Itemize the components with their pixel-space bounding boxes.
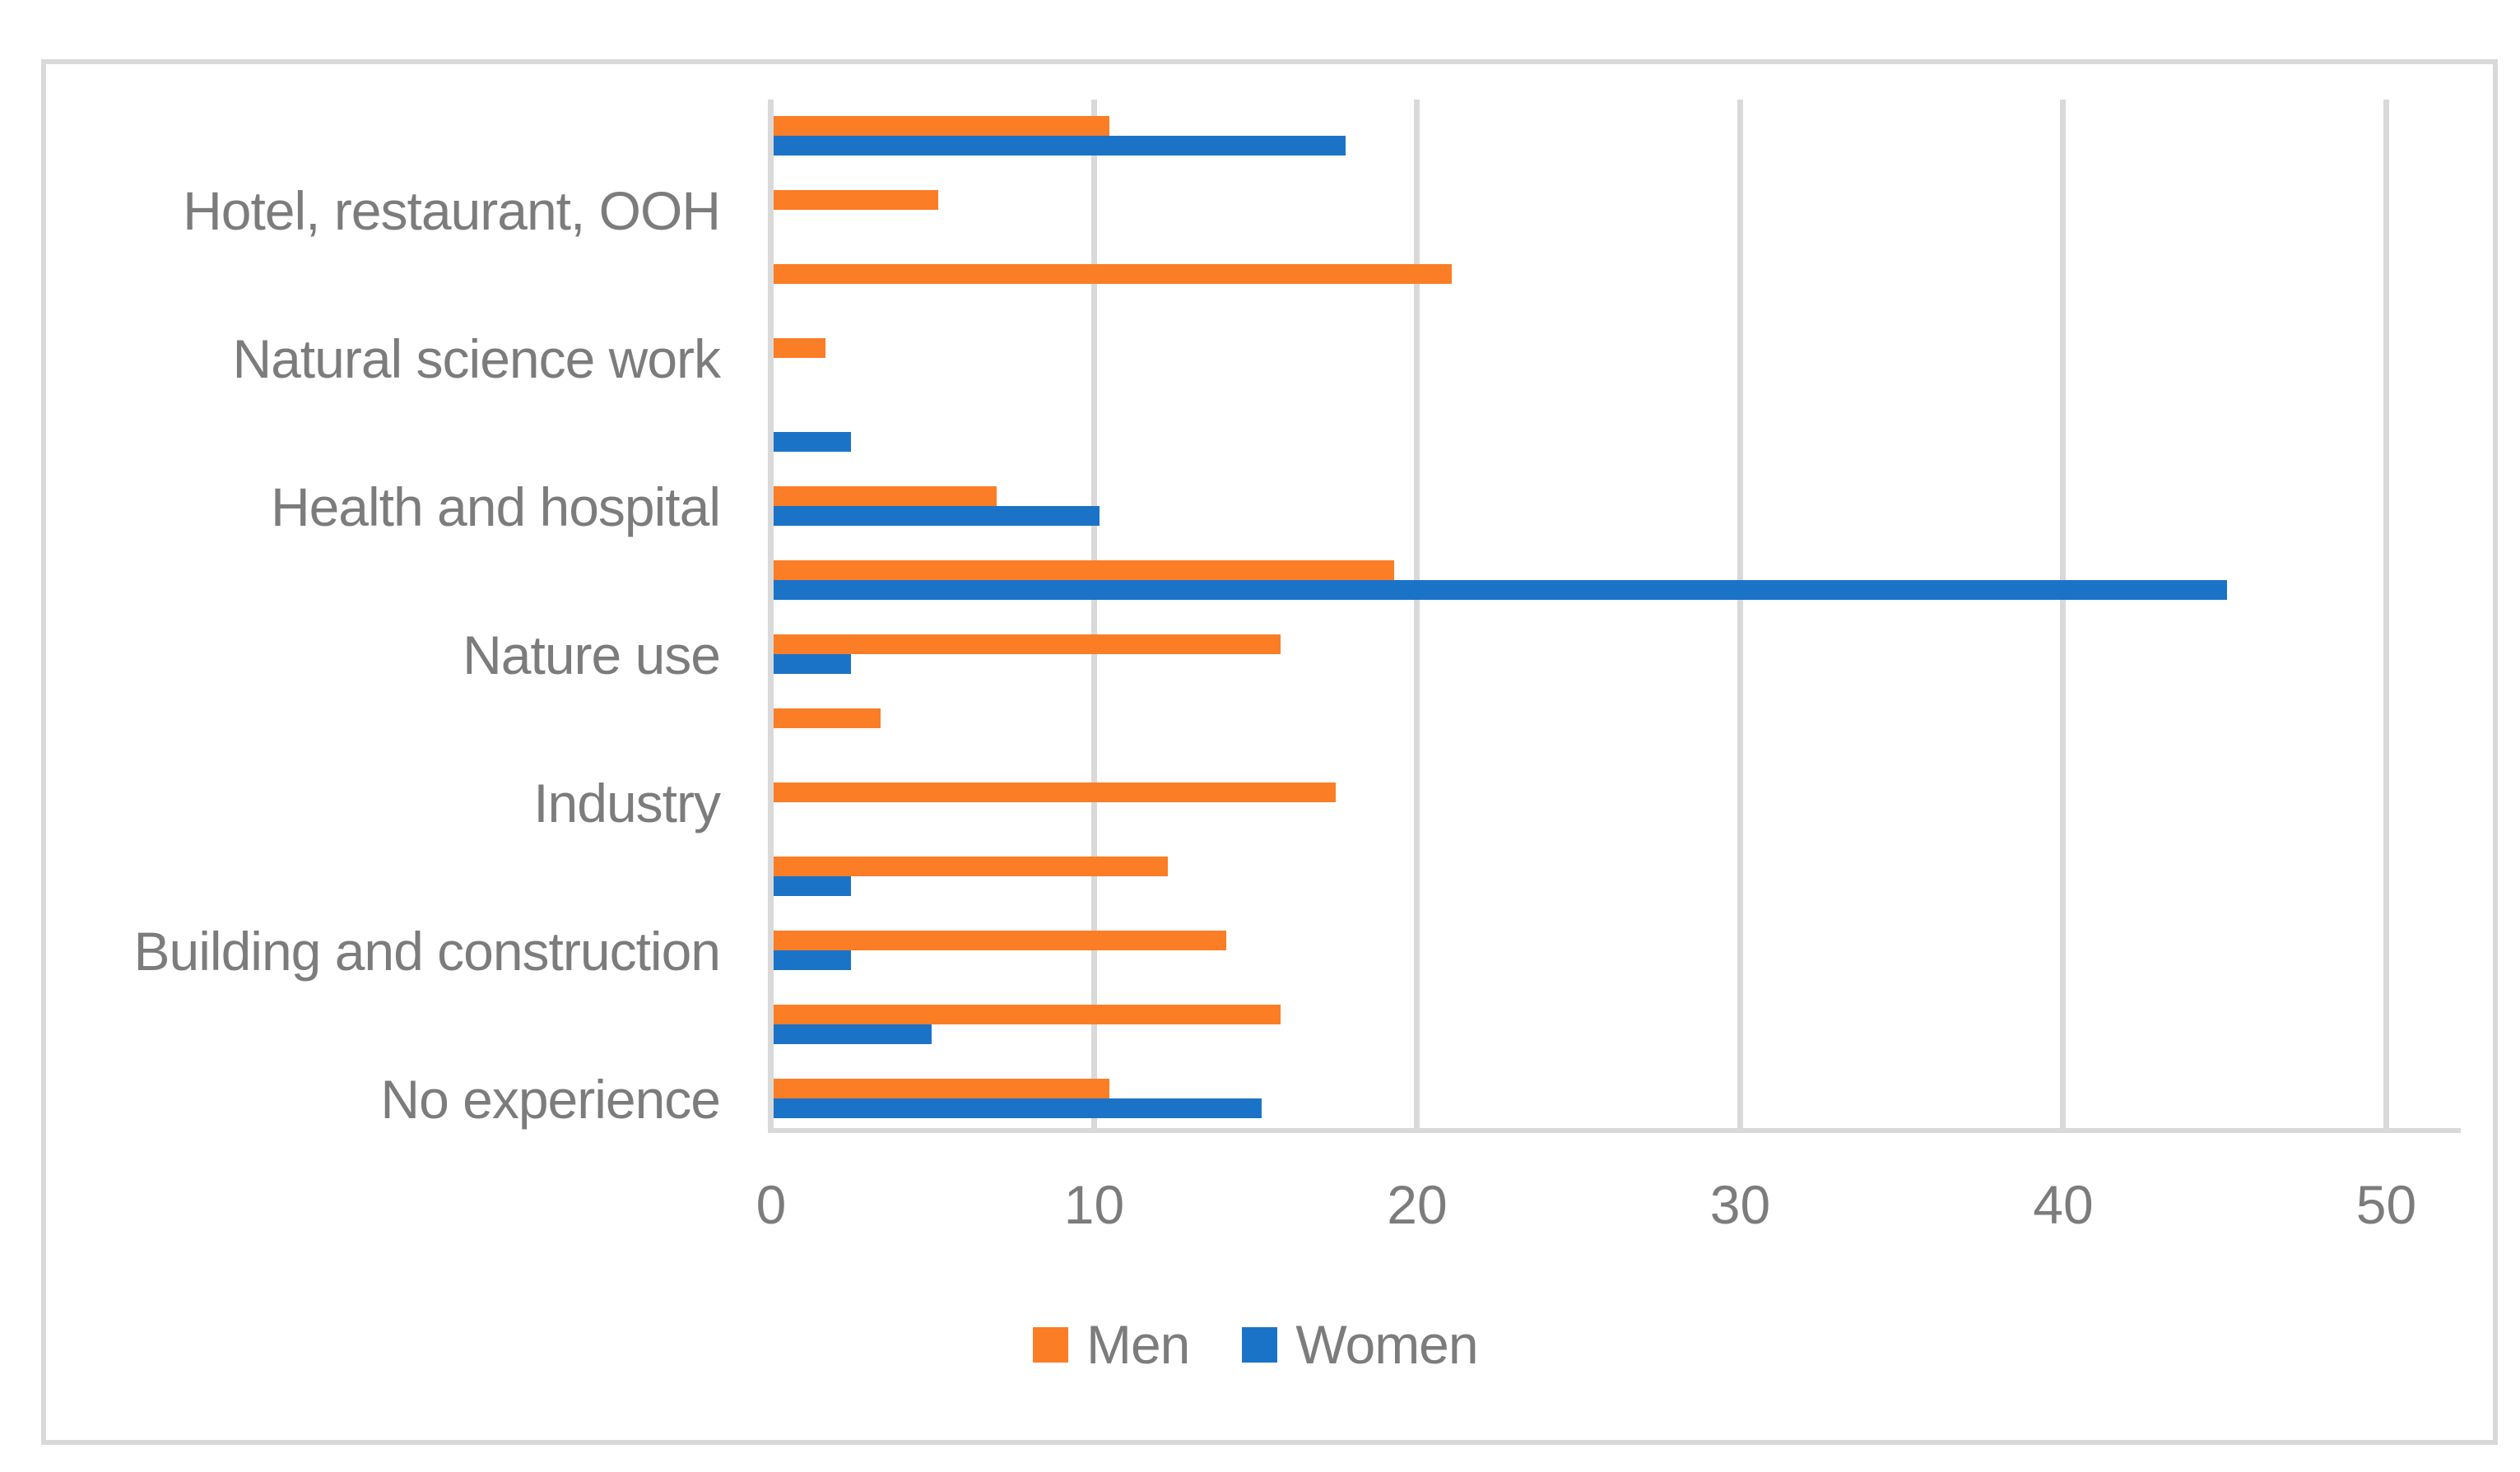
- bar-women-row-14: [774, 1098, 1262, 1118]
- bar-women-row-5: [774, 432, 852, 452]
- chart-figure-border: [41, 59, 2498, 1445]
- bar-men-row-4: [774, 338, 825, 358]
- category-label-natural-science-work: Natural science work: [232, 328, 721, 389]
- legend-swatch-women: [1242, 1326, 1278, 1363]
- bar-women-row-11: [774, 876, 852, 896]
- category-label-hotel-restaurant-ooh: Hotel, restaurant, OOH: [183, 180, 721, 241]
- gridline-x-40: [2060, 100, 2066, 1132]
- bar-women-row-7: [774, 580, 2228, 600]
- value-axis-line: [768, 1128, 2461, 1133]
- bar-men-row-14: [774, 1079, 1110, 1098]
- value-tick-label-30: 30: [1709, 1174, 1771, 1235]
- bar-women-row-1: [774, 136, 1346, 156]
- legend: Men Women: [1033, 1313, 1479, 1376]
- legend-item-men: Men: [1033, 1313, 1190, 1376]
- value-tick-label-0: 0: [756, 1174, 787, 1235]
- legend-swatch-men: [1033, 1326, 1068, 1363]
- bar-men-row-8: [774, 634, 1281, 654]
- category-axis-line: [768, 100, 774, 1132]
- gridline-x-20: [1414, 100, 1420, 1132]
- bar-men-row-1: [774, 116, 1110, 136]
- value-tick-label-10: 10: [1063, 1174, 1125, 1235]
- category-label-industry: Industry: [533, 773, 721, 834]
- bar-men-row-7: [774, 560, 1394, 580]
- gridline-x-10: [1090, 100, 1097, 1132]
- legend-item-women: Women: [1242, 1313, 1479, 1376]
- bar-men-row-10: [774, 782, 1336, 802]
- gridline-x-50: [2383, 100, 2389, 1132]
- bar-men-row-11: [774, 857, 1168, 876]
- bar-women-row-13: [774, 1024, 932, 1044]
- bar-men-row-13: [774, 1005, 1281, 1024]
- bar-women-row-12: [774, 950, 852, 970]
- bar-men-row-12: [774, 931, 1226, 950]
- bar-men-row-6: [774, 486, 997, 506]
- bar-women-row-8: [774, 654, 852, 674]
- bar-men-row-2: [774, 190, 939, 210]
- category-label-health-and-hospital: Health and hospital: [270, 476, 721, 537]
- category-label-nature-use: Nature use: [463, 625, 721, 685]
- category-label-building-and-construction: Building and construction: [133, 921, 721, 982]
- bar-men-row-9: [774, 708, 881, 728]
- legend-label-women: Women: [1295, 1314, 1478, 1375]
- value-tick-label-20: 20: [1387, 1174, 1448, 1235]
- category-label-no-experience: No experience: [380, 1069, 721, 1130]
- gridline-x-30: [1737, 100, 1743, 1132]
- legend-label-men: Men: [1086, 1314, 1190, 1375]
- value-tick-label-50: 50: [2355, 1174, 2417, 1235]
- bar-women-row-6: [774, 506, 1100, 526]
- value-tick-label-40: 40: [2033, 1174, 2094, 1235]
- bar-men-row-3: [774, 264, 1453, 284]
